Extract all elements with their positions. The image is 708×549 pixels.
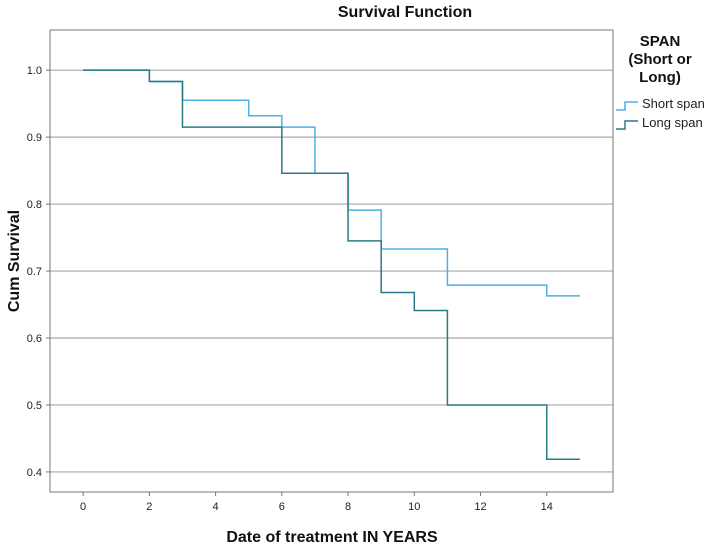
series-lines (83, 69, 580, 460)
x-tick-label: 4 (213, 501, 219, 513)
legend-swatch-long-span (616, 120, 638, 130)
y-tick-label: 1.0 (27, 65, 42, 77)
x-tick-label: 6 (279, 501, 285, 513)
y-tick-label: 0.6 (27, 333, 42, 345)
x-tick-label: 14 (541, 501, 553, 513)
y-tick-label: 0.4 (27, 467, 42, 479)
legend: SPAN (Short or Long) Short span Long spa… (616, 33, 705, 130)
series-line-short-span (83, 69, 580, 297)
y-tick-label: 0.9 (27, 132, 42, 144)
y-axis-label: Cum Survival (6, 210, 23, 312)
plot-frame (49, 29, 614, 493)
y-tick-label: 0.7 (27, 266, 42, 278)
gridlines (50, 69, 613, 473)
series-line-long-span (83, 69, 580, 460)
x-axis-label: Date of treatment IN YEARS (226, 529, 438, 546)
legend-title-line-3: Long) (639, 69, 681, 86)
y-tick-label: 0.5 (27, 400, 42, 412)
x-tick-label: 8 (345, 501, 351, 513)
legend-title-line-1: SPAN (640, 33, 681, 50)
legend-swatch-short-span (616, 101, 638, 111)
axis-ticks: 0.4 0.5 0.6 0.7 0.8 0.9 1.0 0 2 4 6 8 10 12 14 (27, 65, 553, 513)
legend-label-long-span: Long span (642, 115, 703, 130)
x-tick-label: 10 (408, 501, 420, 513)
legend-title-line-2: (Short or (628, 51, 691, 68)
chart-title: Survival Function (338, 4, 472, 21)
y-tick-label: 0.8 (27, 199, 42, 211)
x-tick-label: 12 (474, 501, 486, 513)
x-tick-label: 0 (80, 501, 86, 513)
x-tick-label: 2 (146, 501, 152, 513)
legend-label-short-span: Short span (642, 96, 705, 111)
